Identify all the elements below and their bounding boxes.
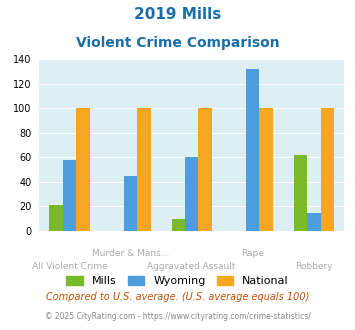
Bar: [260, 109, 273, 231]
Bar: [246, 69, 260, 231]
Text: Violent Crime Comparison: Violent Crime Comparison: [76, 36, 279, 50]
Bar: [307, 213, 321, 231]
Bar: [63, 160, 76, 231]
Bar: [124, 176, 137, 231]
Text: Compared to U.S. average. (U.S. average equals 100): Compared to U.S. average. (U.S. average …: [46, 292, 309, 302]
Bar: [198, 109, 212, 231]
Bar: [321, 109, 334, 231]
Bar: [171, 219, 185, 231]
Text: Murder & Mans...: Murder & Mans...: [92, 249, 169, 258]
Text: 2019 Mills: 2019 Mills: [134, 7, 221, 21]
Bar: [185, 157, 198, 231]
Text: © 2025 CityRating.com - https://www.cityrating.com/crime-statistics/: © 2025 CityRating.com - https://www.city…: [45, 312, 310, 321]
Text: Aggravated Assault: Aggravated Assault: [147, 262, 236, 271]
Bar: [294, 155, 307, 231]
Text: All Violent Crime: All Violent Crime: [32, 262, 108, 271]
Bar: [49, 205, 63, 231]
Text: Robbery: Robbery: [295, 262, 333, 271]
Legend: Mills, Wyoming, National: Mills, Wyoming, National: [62, 271, 293, 290]
Bar: [76, 109, 90, 231]
Bar: [137, 109, 151, 231]
Text: Rape: Rape: [241, 249, 264, 258]
